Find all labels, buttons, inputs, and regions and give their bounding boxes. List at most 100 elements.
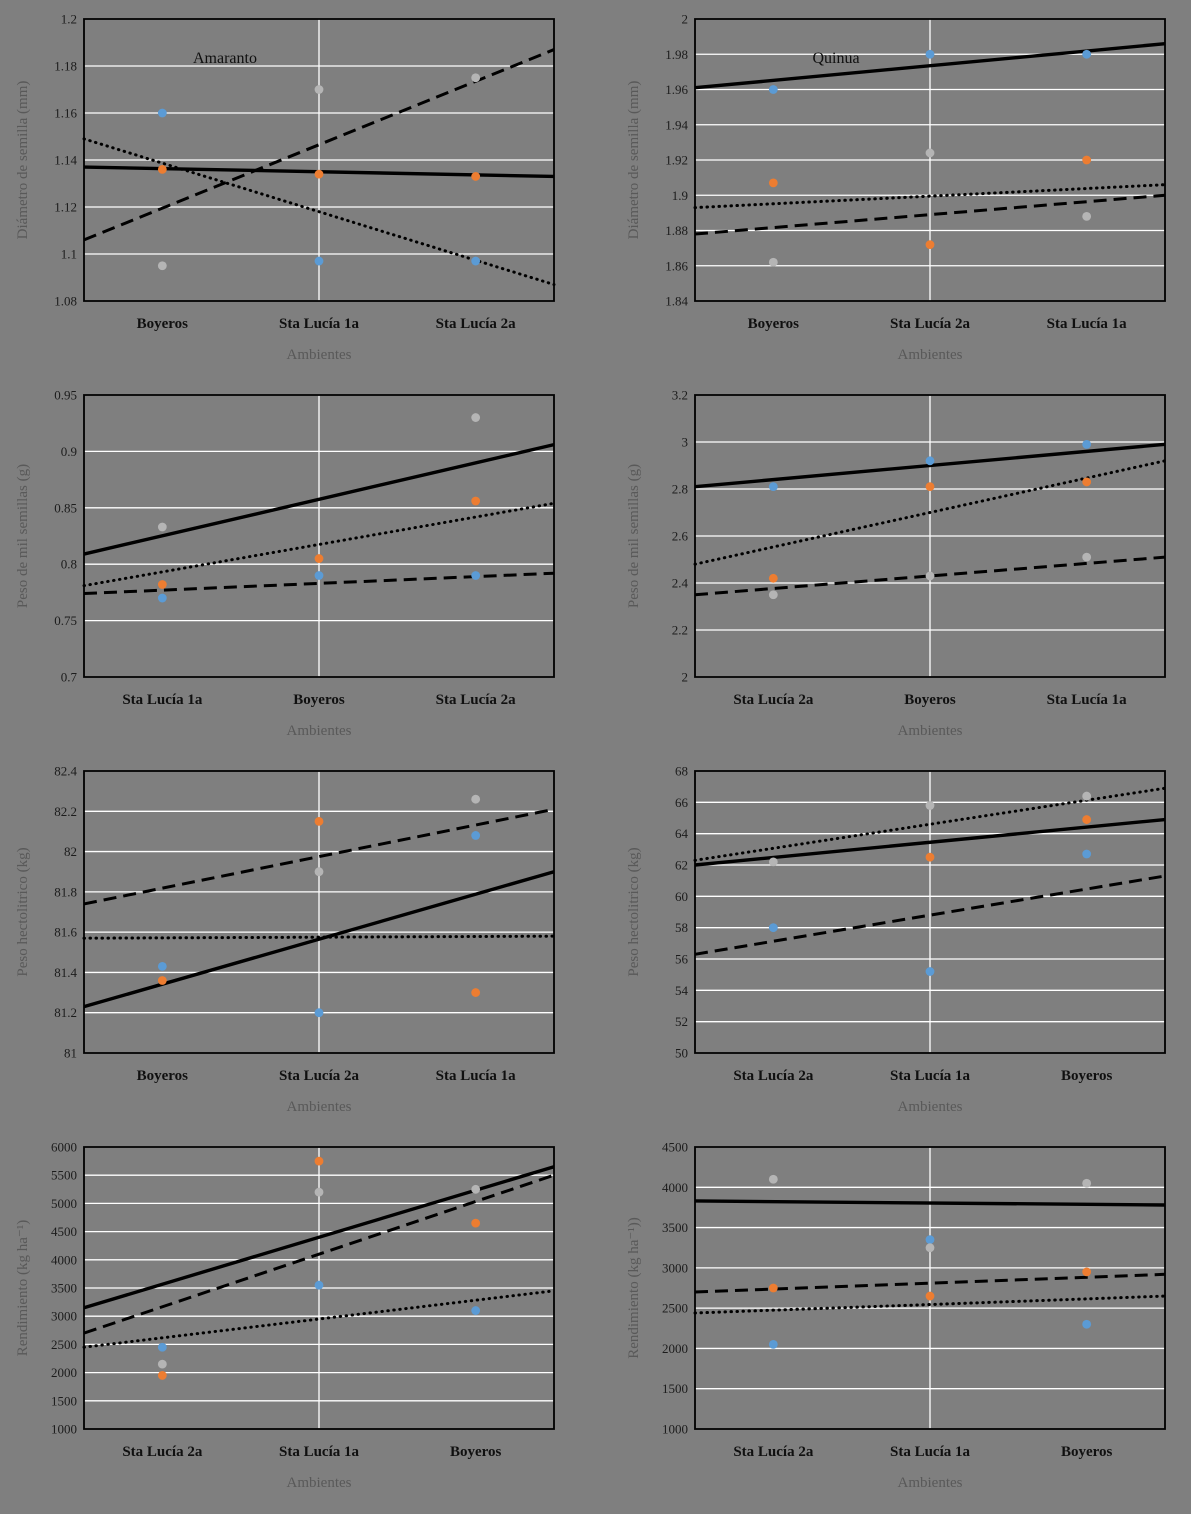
y-tick-label: 58 — [675, 920, 688, 935]
y-tick-label: 3 — [682, 435, 689, 450]
marker-gray — [1082, 1178, 1092, 1188]
marker-gray — [925, 571, 935, 581]
y-axis-title: Rendimiento (kg ha⁻¹)) — [626, 1217, 642, 1359]
x-category-label: Boyeros — [1061, 1444, 1113, 1460]
marker-orange — [471, 496, 481, 506]
chart-svg: 2 2.2 2.4 2.6 2.8 3 3.2 Sta Lucía 2a Boyeros Sta … — [626, 388, 1167, 739]
marker-gray — [925, 148, 935, 158]
y-tick-label: 0.85 — [54, 500, 77, 515]
y-tick-label: 0.7 — [61, 670, 78, 685]
x-axis-title: Ambientes — [898, 1475, 963, 1491]
chart-title: Quinua — [812, 50, 859, 67]
x-category-label: Sta Lucía 2a — [733, 1068, 814, 1084]
x-category-label: Boyeros — [904, 692, 956, 708]
marker-gray — [157, 1359, 167, 1369]
plot-border — [83, 770, 555, 1054]
marker-orange — [471, 988, 481, 997]
y-axis-title: Peso de mil semillas (g) — [15, 464, 31, 608]
marker-orange — [157, 580, 167, 589]
marker-orange — [471, 172, 481, 181]
chart-svg: 1.84 1.86 1.88 1.9 1.92 1.94 1.96 1.98 2 Boyeros S… — [626, 12, 1167, 363]
y-tick-label: 56 — [675, 952, 689, 967]
marker-gray — [768, 857, 778, 867]
trendline-dashed — [694, 555, 1166, 597]
y-tick-label: 81.2 — [54, 1005, 77, 1020]
x-category-label: Sta Lucía 1a — [279, 316, 360, 332]
marker-gray — [1082, 552, 1092, 562]
x-category-label: Sta Lucía 1a — [1047, 316, 1128, 332]
chart-amaranto-thousand-seed-weight: 0.7 0.75 0.8 0.85 0.9 0.95 Sta Lucía 1a Boyeros… — [10, 383, 570, 755]
marker-orange — [925, 1291, 935, 1301]
y-tick-label: 3000 — [662, 1260, 688, 1275]
chart-title: Amaranto — [193, 50, 257, 67]
y-tick-label: 5000 — [51, 1196, 77, 1211]
y-axis-title: Diámetro de semilla (mm) — [15, 81, 31, 240]
marker-orange — [925, 240, 935, 250]
x-axis-title: Ambientes — [287, 347, 352, 363]
trendline-dashed — [83, 1173, 555, 1335]
y-tick-label: 1.86 — [665, 258, 688, 273]
trendline-dotted — [82, 137, 556, 287]
marker-gray — [768, 257, 778, 267]
x-category-label: Sta Lucía 1a — [436, 1068, 517, 1084]
y-tick-label: 82.2 — [54, 804, 77, 819]
x-axis-title: Ambientes — [898, 347, 963, 363]
marker-gray — [925, 801, 935, 810]
marker-blue — [925, 456, 935, 466]
y-tick-label: 3500 — [51, 1281, 77, 1296]
marker-gray — [471, 413, 481, 422]
y-tick-label: 2 — [682, 12, 689, 27]
x-axis-title: Ambientes — [287, 723, 352, 739]
chart-amaranto-seed-diameter: 1.08 1.1 1.12 1.14 1.16 1.18 1.2 Boyeros Sta Luc… — [10, 7, 570, 379]
y-tick-label: 1.88 — [665, 223, 688, 238]
marker-gray — [1082, 212, 1092, 221]
y-tick-label: 1.96 — [665, 82, 688, 97]
x-category-label: Boyeros — [293, 692, 345, 708]
marker-orange — [1082, 815, 1092, 824]
y-axis-title: Peso de mil semillas (g) — [626, 464, 642, 608]
y-tick-label: 82.4 — [54, 764, 77, 779]
marker-orange — [1082, 477, 1092, 487]
x-category-label: Sta Lucía 2a — [279, 1068, 360, 1084]
x-axis-title: Ambientes — [898, 1099, 963, 1115]
x-category-label: Sta Lucía 1a — [122, 692, 203, 708]
y-tick-label: 2500 — [662, 1301, 688, 1316]
y-tick-label: 1.92 — [665, 153, 688, 168]
x-axis-title: Ambientes — [287, 1475, 352, 1491]
y-tick-label: 81.8 — [54, 884, 77, 899]
chart-quinua-hectoliter-weight: 50 52 54 56 58 60 62 64 66 68 Sta Lucía 2a Sta Lucí… — [621, 759, 1181, 1131]
trendline-dashed — [694, 1272, 1166, 1294]
marker-gray — [471, 73, 481, 83]
marker-blue — [157, 1342, 167, 1352]
marker-blue — [768, 482, 778, 492]
y-tick-label: 1.1 — [61, 247, 77, 262]
marker-blue — [157, 108, 167, 118]
y-tick-label: 1000 — [662, 1422, 688, 1437]
y-tick-label: 5500 — [51, 1168, 77, 1183]
trendline-dotted — [82, 501, 556, 588]
y-tick-label: 81 — [64, 1046, 77, 1061]
y-tick-label: 6000 — [51, 1140, 77, 1155]
marker-blue — [471, 256, 481, 266]
x-category-label: Boyeros — [748, 316, 800, 332]
y-tick-label: 2.2 — [672, 623, 688, 638]
marker-blue — [1082, 1319, 1092, 1329]
y-tick-label: 3.2 — [672, 388, 688, 403]
x-category-label: Sta Lucía 2a — [436, 692, 517, 708]
marker-orange — [471, 1218, 481, 1228]
y-tick-label: 0.8 — [61, 557, 77, 572]
y-axis-title: Rendimiento (kg ha⁻¹) — [15, 1220, 31, 1357]
y-tick-label: 1.84 — [665, 294, 688, 309]
marker-blue — [314, 571, 324, 580]
marker-blue — [768, 85, 778, 94]
x-category-label: Sta Lucía 1a — [890, 1068, 971, 1084]
y-tick-label: 1.12 — [54, 200, 77, 215]
y-tick-label: 3500 — [662, 1220, 688, 1235]
trendline-dashed — [694, 193, 1166, 236]
y-tick-label: 81.6 — [54, 925, 77, 940]
x-category-label: Boyeros — [1061, 1068, 1113, 1084]
y-tick-label: 2000 — [51, 1365, 77, 1380]
y-axis-title: Peso hectolitrico (kg) — [626, 847, 642, 976]
y-tick-label: 2.8 — [672, 482, 688, 497]
y-tick-label: 4500 — [51, 1224, 77, 1239]
